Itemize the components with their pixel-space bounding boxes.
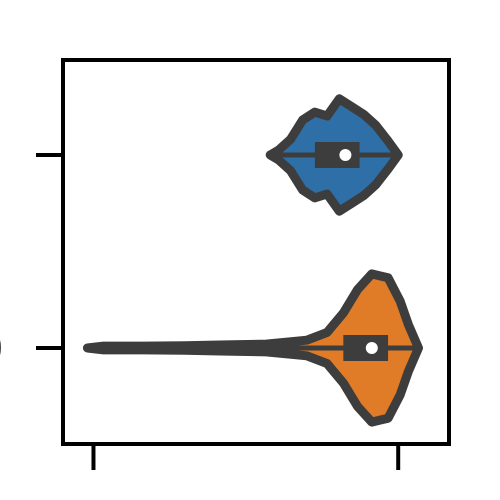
y-tick-label-1: 1 bbox=[0, 127, 4, 185]
violin-iqr-box-0 bbox=[343, 335, 389, 361]
violin-median-1 bbox=[339, 149, 352, 161]
plot-frame bbox=[61, 58, 451, 446]
y-axis-ticks: 10 bbox=[0, 127, 63, 378]
y-tick-label-0: 0 bbox=[0, 320, 4, 378]
x-axis-ticks bbox=[91, 444, 401, 470]
violin-iqr-box-1 bbox=[314, 142, 360, 168]
violins-group bbox=[82, 94, 423, 427]
violin-median-0 bbox=[365, 342, 378, 354]
